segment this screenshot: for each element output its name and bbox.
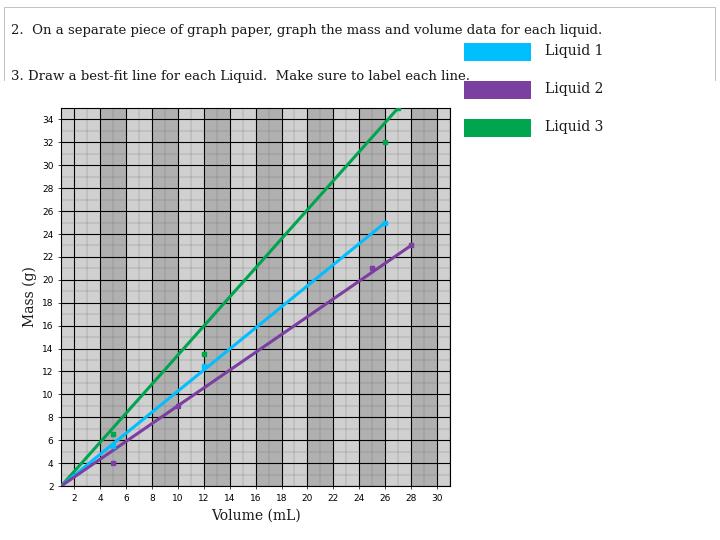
Bar [204,108,230,486]
Text: Liquid 2: Liquid 2 [545,83,603,97]
Bar [256,108,282,486]
Bar [256,108,282,486]
Bar [359,108,385,486]
Bar [411,108,437,486]
Text: 2.  On a separate piece of graph paper, graph the mass and volume data for each : 2. On a separate piece of graph paper, g… [11,24,602,37]
Bar [100,108,126,486]
Bar [74,108,100,486]
Bar [437,108,463,486]
Bar [204,108,230,486]
Text: Liquid 1: Liquid 1 [545,44,603,58]
Bar [74,108,100,486]
Bar [178,108,204,486]
Bar [333,108,359,486]
FancyBboxPatch shape [464,119,531,137]
Y-axis label: Mass (g): Mass (g) [22,267,37,327]
FancyBboxPatch shape [464,81,531,99]
Bar [411,108,437,486]
Bar [333,108,359,486]
Bar [230,108,256,486]
FancyBboxPatch shape [464,43,531,61]
Bar [307,108,333,486]
Text: 3. Draw a best-fit line for each Liquid.  Make sure to label each line.: 3. Draw a best-fit line for each Liquid.… [11,70,470,83]
Bar [385,108,411,486]
Bar [282,108,307,486]
Bar [152,108,178,486]
Bar [230,108,256,486]
Bar [126,108,152,486]
Bar [126,108,152,486]
Text: Liquid 3: Liquid 3 [545,120,603,134]
Bar [152,108,178,486]
Bar [385,108,411,486]
Bar [359,108,385,486]
Bar [282,108,307,486]
Bar [307,108,333,486]
Bar [100,108,126,486]
X-axis label: Volume (mL): Volume (mL) [211,508,300,522]
Bar [437,108,450,486]
Bar [178,108,204,486]
